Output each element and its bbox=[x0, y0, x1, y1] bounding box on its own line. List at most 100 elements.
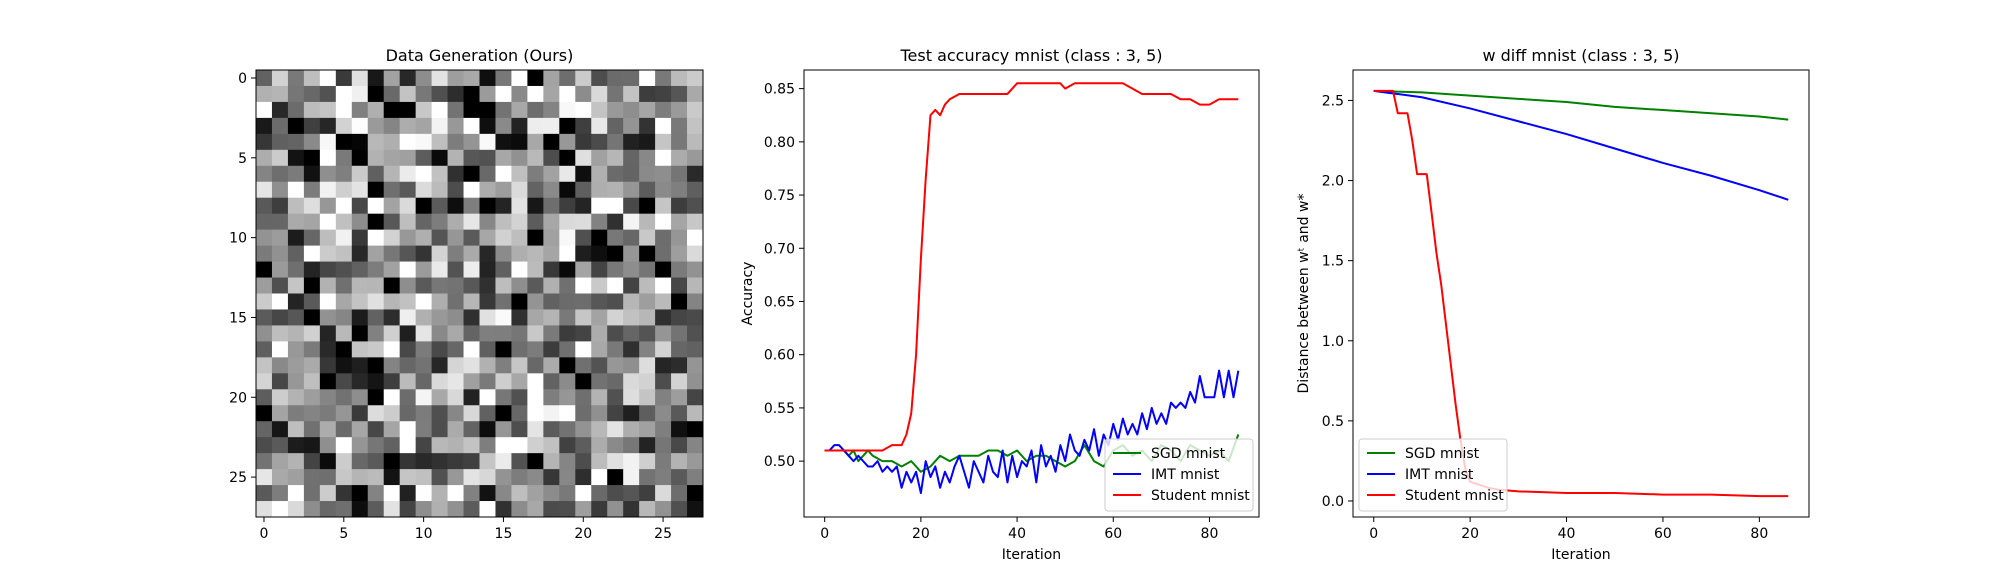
heatmap-cell bbox=[271, 229, 289, 246]
heatmap-cell bbox=[287, 133, 305, 151]
heatmap-cell bbox=[351, 421, 369, 438]
heatmap-cell bbox=[447, 70, 464, 87]
heatmap-cell bbox=[655, 485, 672, 502]
heatmap-cell bbox=[463, 85, 480, 103]
heatmap-cell bbox=[639, 485, 656, 502]
heatmap-cell bbox=[559, 197, 576, 215]
heatmap-cell bbox=[591, 421, 608, 438]
heatmap-cell bbox=[367, 70, 385, 87]
heatmap-cell bbox=[463, 261, 480, 278]
heatmap-cell bbox=[607, 405, 624, 422]
heatmap-cell bbox=[431, 341, 448, 358]
heatmap-cell bbox=[511, 149, 528, 167]
heatmap-cell bbox=[271, 501, 289, 518]
heatmap-cell bbox=[319, 405, 337, 422]
heatmap-cell bbox=[367, 165, 385, 183]
heatmap-cell bbox=[271, 133, 289, 151]
heatmap-cell bbox=[303, 149, 321, 167]
heatmap-cell bbox=[256, 245, 273, 262]
heatmap-cell bbox=[399, 70, 417, 87]
heatmap-cell bbox=[399, 149, 417, 167]
heatmap-cell bbox=[495, 309, 512, 326]
heatmap-cell bbox=[303, 70, 321, 87]
heatmap-cell bbox=[447, 469, 464, 486]
heatmap-cell bbox=[623, 325, 640, 342]
heatmap-cell bbox=[463, 421, 480, 438]
heatmap-cell bbox=[335, 70, 353, 87]
heatmap-cell bbox=[399, 421, 417, 438]
heatmap-cell bbox=[479, 485, 496, 502]
heatmap-cell bbox=[543, 293, 560, 310]
heatmap-cell bbox=[623, 421, 640, 438]
heatmap-cell bbox=[303, 437, 321, 454]
heatmap-cell bbox=[287, 197, 305, 215]
heatmap-cell bbox=[495, 229, 512, 246]
heatmap-cell bbox=[655, 85, 672, 103]
heatmap-cell bbox=[271, 309, 289, 326]
heatmap-cell bbox=[319, 117, 337, 135]
heatmap-cell bbox=[591, 373, 608, 390]
heatmap-cell bbox=[303, 229, 321, 246]
heatmap-cell bbox=[607, 277, 624, 294]
heatmap-cell bbox=[527, 117, 544, 135]
heatmap-cell bbox=[671, 341, 688, 358]
heatmap-cell bbox=[303, 325, 321, 342]
heatmap-cell bbox=[287, 293, 305, 310]
heatmap-cell bbox=[256, 149, 273, 167]
heatmap-cell bbox=[287, 213, 305, 231]
heatmap-cell bbox=[575, 277, 592, 294]
x-tick-label: 60 bbox=[1654, 526, 1672, 542]
heatmap-cell bbox=[479, 229, 496, 246]
x-tick-label: 15 bbox=[495, 526, 513, 542]
heatmap-cell bbox=[687, 357, 704, 374]
heatmap-cell bbox=[335, 357, 353, 374]
heatmap-cell bbox=[415, 101, 432, 119]
heatmap-cell bbox=[479, 357, 496, 374]
heatmap-cell bbox=[415, 405, 432, 422]
heatmap-cell bbox=[687, 405, 704, 422]
heatmap-cell bbox=[671, 197, 688, 215]
heatmap-cell bbox=[511, 437, 528, 454]
heatmap-cell bbox=[463, 277, 480, 294]
heatmap-cell bbox=[431, 133, 448, 151]
heatmap-cell bbox=[655, 181, 672, 199]
heatmap-cell bbox=[383, 405, 401, 422]
heatmap-cell bbox=[256, 85, 273, 103]
heatmap-cell bbox=[463, 197, 480, 215]
heatmap-cell bbox=[687, 437, 704, 454]
heatmap-cell bbox=[559, 165, 576, 183]
heatmap-cell bbox=[367, 261, 385, 278]
heatmap-cell bbox=[319, 70, 337, 87]
heatmap-cell bbox=[591, 325, 608, 342]
heatmap-cell bbox=[383, 133, 401, 151]
heatmap-cell bbox=[463, 70, 480, 87]
heatmap-cell bbox=[335, 453, 353, 470]
heatmap-cell bbox=[303, 309, 321, 326]
heatmap-cell bbox=[463, 133, 480, 151]
heatmap-cell bbox=[511, 325, 528, 342]
heatmap-cell bbox=[287, 70, 305, 87]
heatmap-cell bbox=[351, 117, 369, 135]
heatmap-cell bbox=[431, 117, 448, 135]
heatmap-cell bbox=[256, 421, 273, 438]
heatmap-cell bbox=[463, 325, 480, 342]
heatmap-cell bbox=[639, 293, 656, 310]
heatmap-cell bbox=[591, 165, 608, 183]
heatmap-cell bbox=[543, 485, 560, 502]
heatmap-cell bbox=[335, 133, 353, 151]
heatmap-cell bbox=[303, 261, 321, 278]
heatmap-cell bbox=[575, 373, 592, 390]
heatmap-cell bbox=[415, 309, 432, 326]
heatmap-cell bbox=[527, 70, 544, 87]
heatmap-cell bbox=[319, 149, 337, 167]
heatmap-cell bbox=[431, 181, 448, 199]
heatmap-cell bbox=[543, 373, 560, 390]
heatmap-cell bbox=[591, 229, 608, 246]
heatmap-cell bbox=[431, 149, 448, 167]
heatmap-cell bbox=[319, 453, 337, 470]
heatmap-cell bbox=[559, 421, 576, 438]
heatmap-cell bbox=[447, 165, 464, 183]
heatmap-cell bbox=[527, 421, 544, 438]
heatmap-cell bbox=[527, 437, 544, 454]
heatmap-cell bbox=[463, 453, 480, 470]
